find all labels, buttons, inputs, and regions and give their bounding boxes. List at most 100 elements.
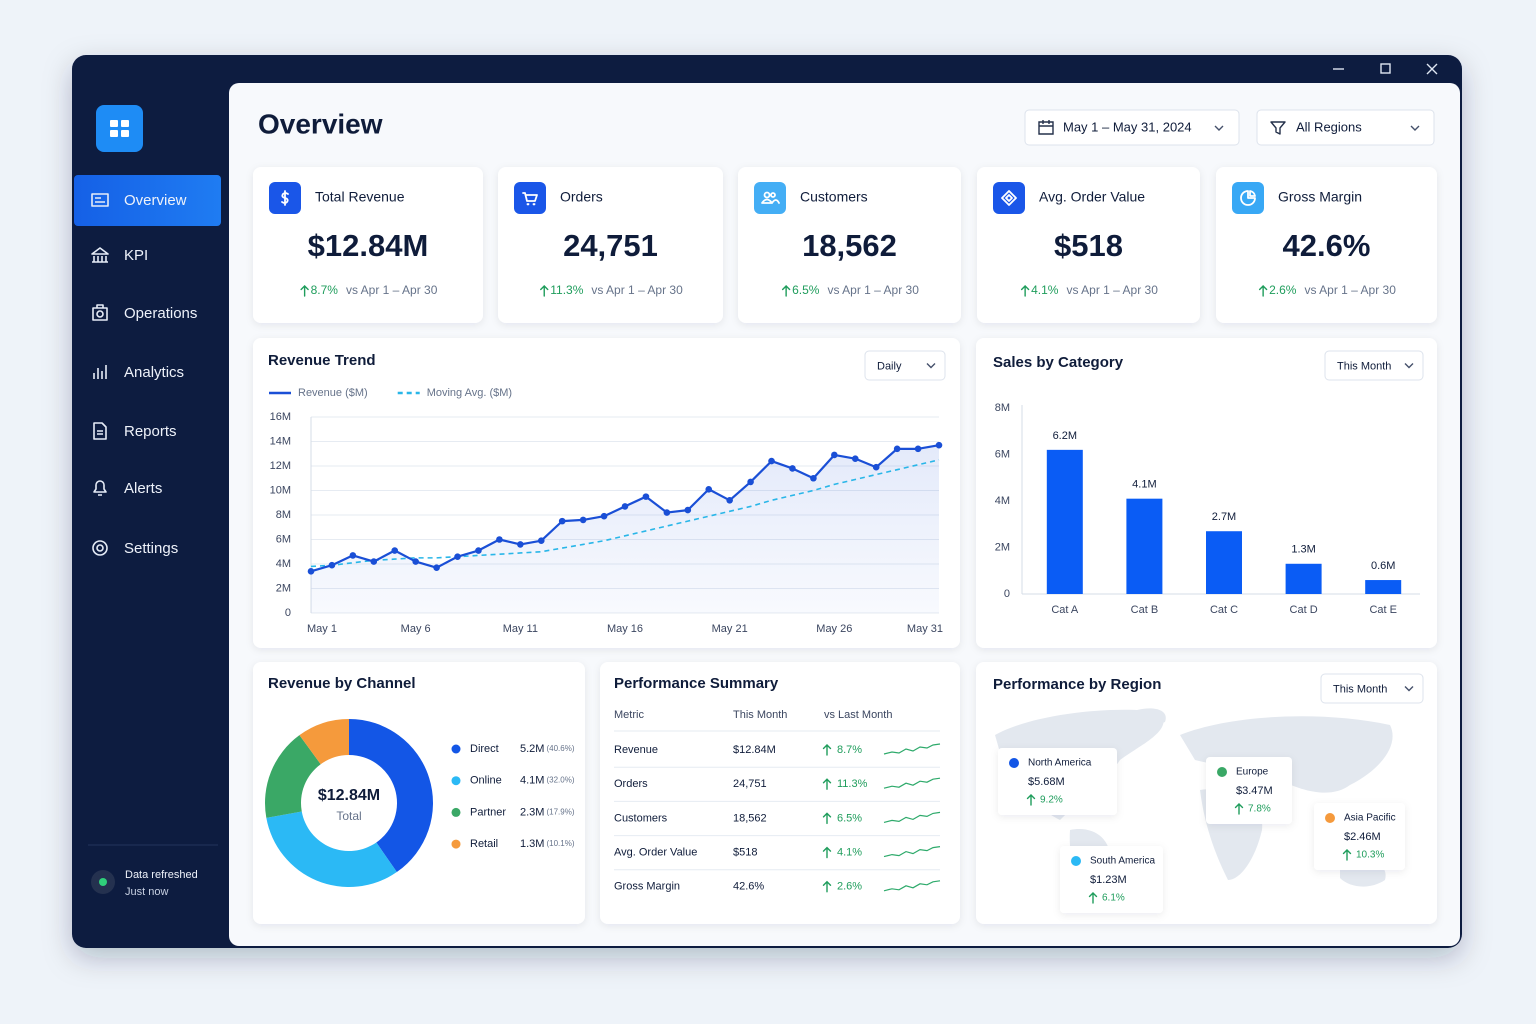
y-tick-label: 0 (1004, 588, 1010, 600)
date-range[interactable]: May 1 – May 31, 2024 (1063, 119, 1192, 134)
bar-value-label: 1.3M (1291, 544, 1315, 556)
nav-item[interactable]: Settings (124, 540, 178, 557)
point (789, 465, 796, 472)
bar (1046, 449, 1083, 594)
x-tick-label: May 1 (307, 623, 337, 635)
dropdown[interactable] (1324, 350, 1424, 381)
chevron (1410, 125, 1420, 131)
trend-arrow (822, 744, 832, 756)
x-tick-label: Cat A (1051, 604, 1079, 616)
point (705, 485, 713, 493)
trend-arrow (822, 846, 832, 859)
legend-amount: 4.1M (520, 775, 544, 787)
y-tick-label: 4M (995, 495, 1010, 507)
x-tick-label: Cat D (1290, 604, 1318, 616)
region-change: 9.2% (1040, 795, 1063, 806)
point (412, 558, 419, 565)
card (600, 662, 960, 924)
kpi-label: Gross Margin (1278, 189, 1362, 205)
close[interactable] (1426, 63, 1438, 75)
y-tick-label: 6M (276, 533, 291, 545)
sparkline (883, 743, 941, 755)
legend-dot (451, 776, 461, 786)
cell-value: $518 (733, 847, 757, 859)
kpi-icon (281, 190, 289, 206)
kpi-change: 4.1% (1031, 283, 1059, 297)
dropdown[interactable] (864, 350, 946, 381)
legend-label: Moving Avg. ($M) (427, 387, 512, 399)
nav-item[interactable]: Overview (124, 192, 187, 209)
point (579, 516, 587, 524)
region-filter-label[interactable]: All Regions (1296, 119, 1362, 134)
date-picker[interactable] (1024, 109, 1240, 146)
x-tick-label: May 6 (401, 623, 431, 635)
legend-share: (32.0%) (546, 776, 574, 785)
x-tick-label: May 11 (503, 623, 538, 635)
pie-slice (266, 811, 397, 887)
nav-icon (93, 480, 107, 496)
point (454, 553, 461, 560)
trend-arrow (822, 812, 832, 825)
y-tick-label: 2M (995, 541, 1010, 553)
trend-arrow (1026, 794, 1036, 806)
dropdown-label[interactable]: This Month (1337, 360, 1391, 372)
calendar-icon (1038, 120, 1054, 135)
kpi-icon-bg (514, 182, 546, 214)
kpi-icon (761, 191, 780, 204)
point (747, 478, 754, 486)
legend-share: (10.1%) (546, 839, 574, 848)
trend-arrow (540, 285, 549, 297)
region-name: Europe (1236, 767, 1269, 778)
dropdown-label[interactable]: Daily (877, 360, 902, 372)
point (663, 509, 671, 516)
dropdown[interactable] (1320, 673, 1424, 704)
trend-arrow (1234, 803, 1244, 815)
region-dot (1217, 767, 1227, 777)
trend-arrow (1088, 892, 1098, 904)
point (370, 558, 378, 565)
region-filter[interactable] (1256, 109, 1435, 146)
nav-item[interactable]: Alerts (124, 480, 162, 497)
y-tick-label: 0 (285, 607, 291, 619)
point (935, 441, 943, 449)
chevron (1404, 686, 1414, 692)
nav-item[interactable]: Analytics (124, 364, 184, 381)
window-controls[interactable] (1333, 63, 1438, 75)
cell-metric: Orders (614, 778, 648, 790)
maximize[interactable] (1380, 63, 1391, 74)
point (851, 455, 859, 462)
nav-icon (91, 247, 109, 263)
kpi-icon (522, 192, 538, 206)
nav-item[interactable]: Reports (124, 423, 177, 440)
nav-icon (92, 304, 108, 321)
nav-item[interactable]: Operations (124, 305, 197, 322)
nav-active (74, 175, 221, 226)
kpi-label: Orders (560, 189, 603, 205)
kpi-change: 11.3% (550, 283, 583, 297)
cell-change: 8.7% (837, 744, 862, 756)
legend-amount: 2.3M (520, 806, 544, 818)
legend-value: 4.1M (32.0%) (520, 775, 575, 787)
x-tick-label: May 16 (607, 623, 643, 635)
trend-arrow (300, 285, 309, 297)
nav-item[interactable]: KPI (124, 247, 148, 264)
cell-metric: Revenue (614, 744, 658, 756)
x-tick-label: Cat C (1210, 604, 1238, 616)
chevron (926, 363, 936, 369)
y-tick-label: 10M (270, 484, 291, 496)
point (684, 506, 692, 514)
bar-value-label: 6.2M (1053, 430, 1077, 442)
point (496, 536, 503, 543)
point (831, 451, 838, 459)
pie-slice (265, 735, 321, 818)
dropdown-label[interactable]: This Month (1333, 683, 1387, 695)
card (253, 167, 483, 323)
legend-value: 1.3M (10.1%) (520, 838, 575, 850)
y-tick-label: 4M (276, 558, 291, 570)
kpi-label: Total Revenue (315, 189, 405, 205)
kpi-change-row: 11.3% vs Apr 1 – Apr 30 (550, 283, 683, 297)
sparkline (883, 880, 941, 892)
point (621, 503, 629, 510)
cell-metric: Customers (614, 812, 668, 824)
y-tick-label: 16M (270, 411, 291, 423)
